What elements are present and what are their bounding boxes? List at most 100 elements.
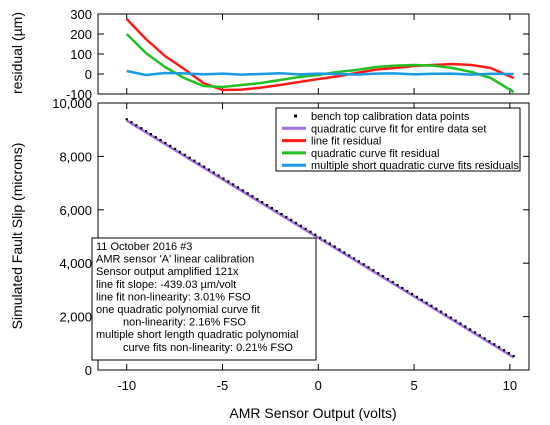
main-y-tick-label: 10,000 bbox=[52, 96, 92, 111]
calibration-data-point bbox=[406, 289, 409, 293]
calibration-data-point bbox=[498, 346, 501, 349]
calibration-data-point bbox=[251, 195, 254, 198]
calibration-data-point bbox=[193, 159, 196, 162]
calibration-data-point bbox=[493, 343, 496, 346]
calibration-data-point bbox=[285, 215, 288, 219]
calibration-data-point bbox=[140, 127, 143, 130]
annotation-line-9: curve fits non-linearity: 0.21% FSO bbox=[123, 342, 293, 354]
calibration-data-point bbox=[454, 319, 457, 322]
calibration-data-point bbox=[144, 130, 148, 133]
calibration-data-point bbox=[338, 248, 341, 251]
calibration-data-point bbox=[198, 162, 201, 165]
calibration-data-point bbox=[386, 278, 390, 281]
calibration-data-point bbox=[290, 218, 293, 222]
calibration-data-point bbox=[488, 340, 491, 343]
calibration-data-point bbox=[314, 233, 317, 236]
calibration-data-point bbox=[135, 124, 138, 127]
main-y-tick-label: 2,000 bbox=[59, 310, 92, 325]
calibration-data-point bbox=[159, 138, 162, 142]
calibration-data-point bbox=[372, 269, 375, 272]
calibration-data-point bbox=[207, 168, 211, 171]
calibration-data-point bbox=[309, 230, 312, 233]
main-y-tick-label: 4,000 bbox=[59, 256, 92, 271]
calibration-data-point bbox=[425, 301, 428, 304]
annotation-line-5: line fit non-linearity: 3.01% FSO bbox=[96, 291, 251, 303]
calibration-data-point bbox=[507, 352, 510, 355]
calibration-data-point bbox=[275, 209, 278, 213]
calibration-data-point bbox=[319, 236, 322, 239]
legend-box bbox=[275, 107, 521, 172]
calibration-data-point bbox=[502, 349, 506, 352]
annotation-line-1: 11 October 2016 #3 bbox=[96, 241, 192, 253]
x-axis-title: AMR Sensor Output (volts) bbox=[229, 405, 396, 421]
residual-series-line-3 bbox=[126, 69, 514, 77]
residual-series-group bbox=[125, 18, 515, 94]
main-series-group bbox=[125, 118, 515, 359]
calibration-data-point bbox=[304, 227, 307, 230]
calibration-data-point bbox=[435, 307, 438, 310]
calibration-data-point bbox=[294, 221, 298, 224]
calibration-data-point bbox=[174, 147, 177, 150]
calibration-data-point bbox=[183, 153, 186, 156]
residual-y-tick-label: 100 bbox=[70, 47, 92, 62]
legend-label-5: multiple short quadratic curve fits resi… bbox=[311, 160, 519, 172]
calibration-data-point bbox=[280, 212, 283, 216]
calibration-data-point bbox=[420, 298, 423, 301]
calibration-data-point bbox=[169, 144, 172, 148]
calibration-data-point bbox=[232, 183, 235, 186]
calibration-data-point bbox=[473, 331, 477, 334]
calibration-data-point bbox=[222, 177, 225, 180]
main-x-ticks: -10 -5 0 5 10 bbox=[117, 103, 517, 393]
calibration-data-point bbox=[367, 266, 370, 269]
calibration-data-point bbox=[130, 121, 133, 124]
annotation-line-4: line fit slope: -439.03 µm/volt bbox=[96, 279, 236, 291]
calibration-data-point bbox=[241, 189, 244, 192]
calibration-data-point bbox=[164, 141, 167, 145]
annotation-line-7: non-linearity: 2.16% FSO bbox=[123, 317, 246, 329]
main-series-line-2 bbox=[126, 119, 515, 359]
calibration-data-point bbox=[464, 325, 467, 328]
legend-label-2: quadratic curve fit for entire data set bbox=[311, 123, 486, 135]
main-y-tick-label: 0 bbox=[85, 363, 92, 378]
calibration-data-point bbox=[449, 316, 452, 319]
residual-panel: -100 0 100 200 300 residual (µm) bbox=[9, 7, 530, 102]
calibration-data-point bbox=[377, 272, 380, 275]
main-x-tick-label: 10 bbox=[503, 378, 517, 393]
main-x-tick-label: -10 bbox=[117, 378, 136, 393]
calibration-data-point bbox=[333, 245, 336, 248]
calibration-data-point bbox=[178, 150, 182, 153]
main-y-tick-label: 6,000 bbox=[59, 203, 92, 218]
legend-label-1: bench top calibration data points bbox=[311, 111, 470, 123]
calibration-data-point bbox=[401, 286, 404, 290]
calibration-data-point bbox=[212, 171, 215, 174]
legend-marker-1 bbox=[294, 114, 297, 118]
calibration-data-point bbox=[396, 283, 399, 287]
residual-y-axis-title: residual (µm) bbox=[9, 12, 25, 94]
annotation-line-6: one quadratic polynomial curve fit bbox=[96, 304, 260, 316]
calibration-data-point bbox=[265, 204, 269, 207]
calibration-data-point bbox=[328, 242, 331, 245]
calibration-data-point bbox=[323, 239, 327, 242]
calibration-data-point bbox=[357, 260, 360, 263]
main-y-ticks: 0 2,000 4,000 6,000 8,000 10,000 bbox=[52, 96, 529, 378]
calibration-data-point bbox=[411, 292, 414, 296]
annotation-line-8: multiple short length quadratic polynomi… bbox=[96, 329, 298, 341]
calibration-data-point bbox=[188, 156, 191, 159]
calibration-data-point bbox=[299, 224, 302, 227]
main-x-tick-label: 5 bbox=[410, 378, 417, 393]
legend-label-3: line fit residual bbox=[311, 136, 381, 148]
residual-y-tick-label: 200 bbox=[70, 27, 92, 42]
main-y-tick-label: 8,000 bbox=[59, 149, 92, 164]
calibration-data-point bbox=[381, 275, 385, 278]
calibration-data-point bbox=[440, 310, 443, 313]
main-y-axis-title: Simulated Fault Slip (microns) bbox=[9, 143, 25, 330]
calibration-data-point bbox=[149, 132, 153, 136]
calibration-data-point bbox=[261, 201, 264, 204]
calibration-data-point bbox=[227, 180, 230, 183]
legend-label-4: quadratic curve fit residual bbox=[311, 148, 439, 160]
residual-y-tick-label: 0 bbox=[85, 67, 92, 82]
main-x-tick-label: -5 bbox=[217, 378, 229, 393]
main-plot-frame bbox=[97, 102, 530, 371]
calibration-data-point bbox=[444, 313, 448, 316]
